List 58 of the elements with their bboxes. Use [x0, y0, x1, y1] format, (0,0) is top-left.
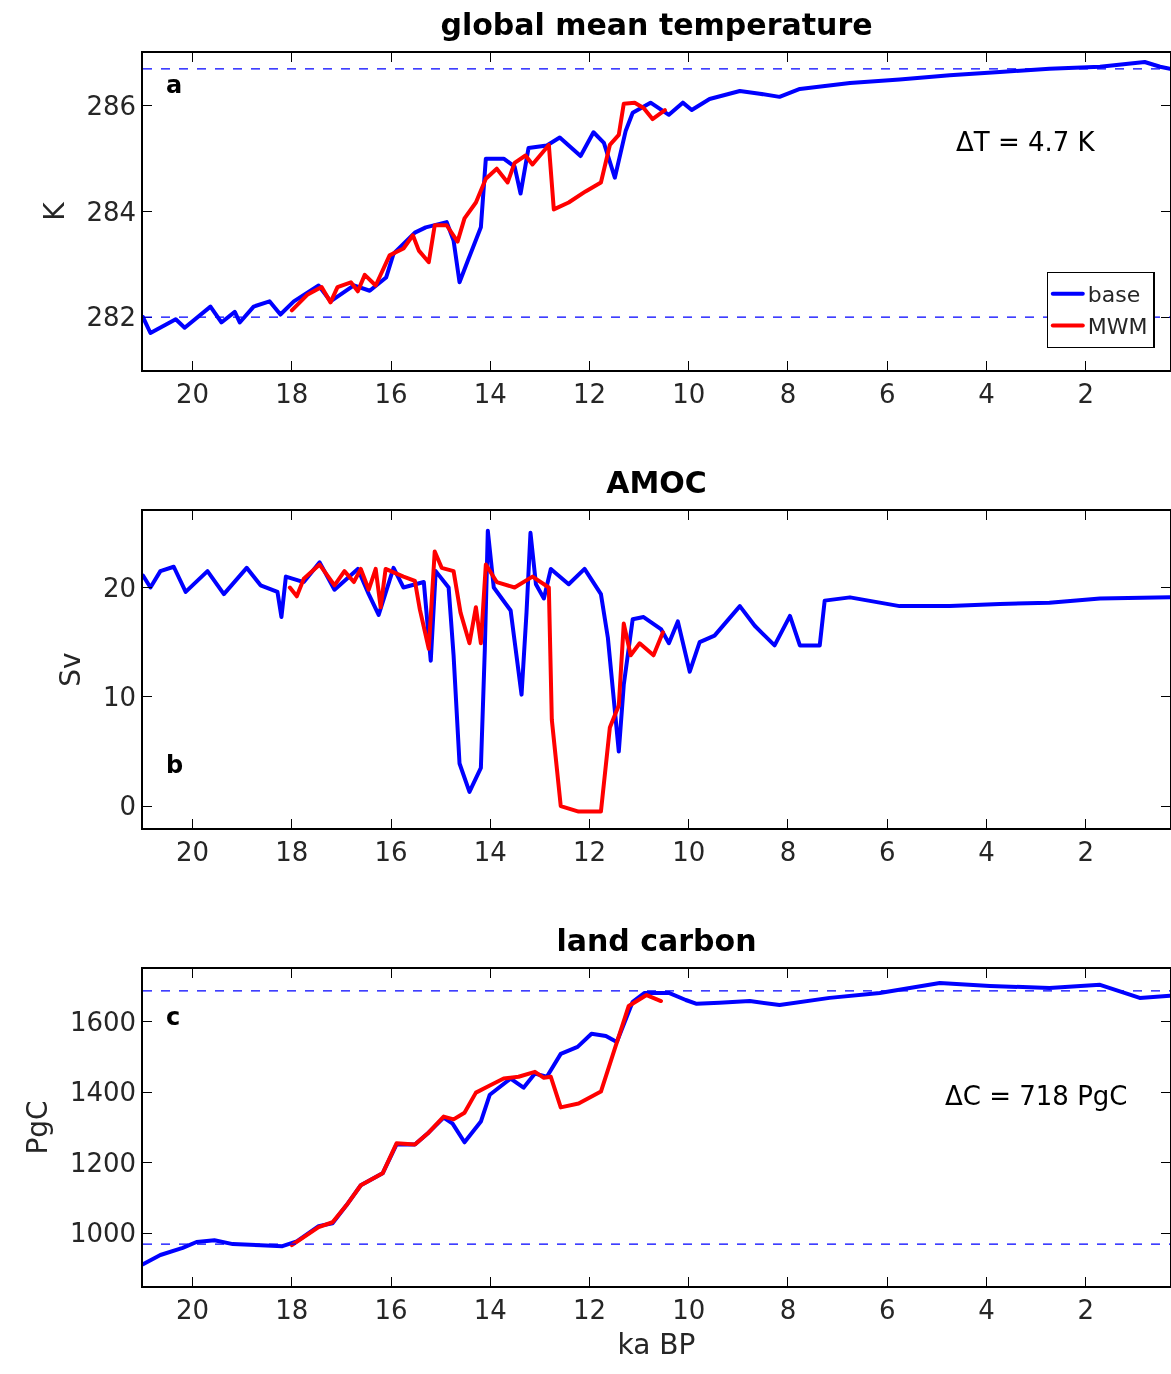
- x-tick-label: 10: [672, 836, 706, 867]
- annotation: a: [166, 71, 183, 99]
- x-tick-label: 2: [1077, 836, 1094, 867]
- x-tick-label: 4: [978, 836, 995, 867]
- line-series: [289, 100, 667, 313]
- legend-label: MWM: [1087, 313, 1148, 339]
- y-axis-title: Sv: [54, 652, 88, 687]
- x-tick-label: 10: [672, 378, 706, 409]
- x-tick-label: 6: [878, 1294, 896, 1325]
- x-tick-label: 4: [978, 378, 995, 409]
- line-series: [289, 993, 663, 1248]
- x-tick-label: 14: [473, 378, 507, 409]
- annotation: b: [166, 751, 184, 779]
- x-tick-label: 12: [572, 378, 607, 409]
- line-series: [143, 528, 1170, 794]
- x-tick-label: 18: [275, 836, 309, 867]
- x-axis-title: ka BP: [617, 1327, 696, 1361]
- x-tick-label: 18: [275, 378, 309, 409]
- x-tick-label: 20: [176, 378, 210, 409]
- x-tick-label: 20: [176, 1294, 210, 1325]
- y-tick-label: 20: [102, 572, 137, 603]
- chart-title: land carbon: [556, 922, 757, 958]
- x-tick-label: 8: [779, 836, 797, 867]
- y-tick-label: 1400: [69, 1077, 137, 1108]
- x-tick-label: 20: [176, 836, 210, 867]
- x-tick-label: 6: [878, 378, 896, 409]
- x-tick-label: 10: [672, 1294, 706, 1325]
- y-axis-title: PgC: [21, 1100, 55, 1155]
- annotation: ΔC = 718 PgC: [945, 1081, 1128, 1111]
- x-tick-label: 2: [1077, 1294, 1094, 1325]
- y-tick-label: 1000: [69, 1218, 137, 1249]
- x-tick-label: 2: [1077, 378, 1094, 409]
- x-tick-label: 4: [978, 1294, 995, 1325]
- y-tick-label: 1200: [69, 1147, 137, 1178]
- y-tick-label: 286: [86, 90, 137, 121]
- chart-title: global mean temperature: [440, 6, 873, 42]
- y-tick-label: 284: [86, 196, 137, 227]
- chart-title: AMOC: [606, 464, 707, 500]
- x-tick-label: 14: [473, 1294, 507, 1325]
- x-tick-label: 16: [374, 1294, 408, 1325]
- annotation: c: [166, 1003, 181, 1031]
- line-series: [287, 549, 665, 814]
- y-tick-label: 1600: [69, 1006, 137, 1037]
- x-tick-label: 18: [275, 1294, 309, 1325]
- x-tick-label: 16: [374, 378, 408, 409]
- y-tick-label: 282: [86, 302, 137, 333]
- x-tick-label: 14: [473, 836, 507, 867]
- x-tick-label: 8: [779, 378, 797, 409]
- x-tick-label: 12: [572, 836, 607, 867]
- y-axis-title: K: [37, 201, 71, 221]
- annotation: ΔT = 4.7 K: [956, 127, 1096, 157]
- x-tick-label: 8: [779, 1294, 797, 1325]
- x-tick-label: 16: [374, 836, 408, 867]
- y-tick-label: 10: [102, 681, 137, 712]
- x-tick-label: 6: [878, 836, 896, 867]
- y-tick-label: 0: [119, 791, 137, 822]
- legend-label: base: [1087, 282, 1141, 308]
- x-tick-label: 12: [572, 1294, 607, 1325]
